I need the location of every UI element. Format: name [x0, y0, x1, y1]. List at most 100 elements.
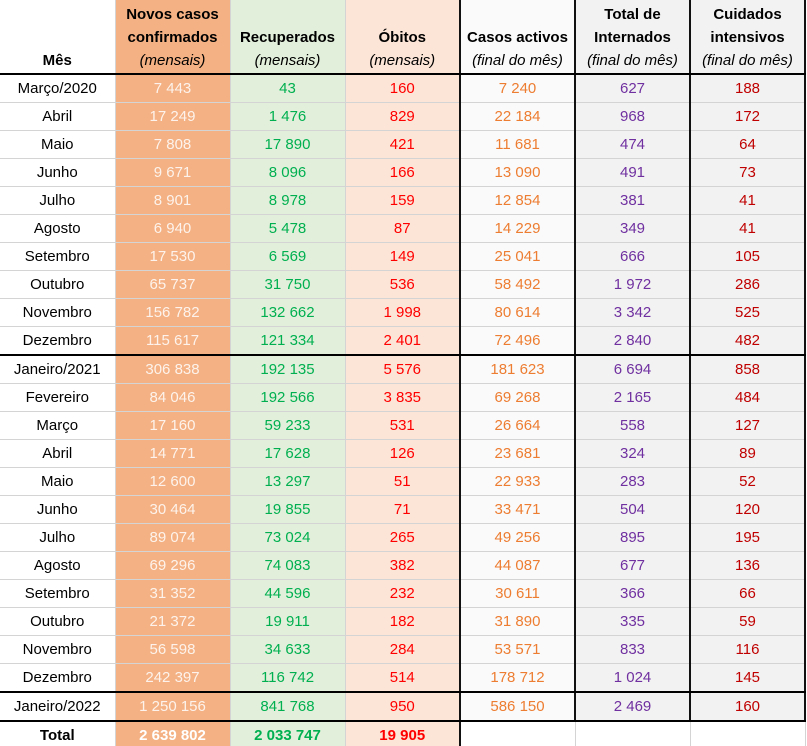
new-cases-cell[interactable]: 8 901 [115, 186, 231, 215]
hospitalized-cell[interactable]: 335 [575, 607, 691, 636]
month-cell[interactable]: Agosto [0, 214, 116, 243]
icu-cell[interactable]: 286 [690, 270, 806, 299]
month-cell[interactable]: Setembro [0, 242, 116, 271]
month-cell[interactable]: Dezembro [0, 663, 116, 693]
icu-cell[interactable]: 172 [690, 102, 806, 131]
total-recovered[interactable]: 2 033 747 [230, 721, 346, 746]
month-cell[interactable]: Agosto [0, 551, 116, 580]
hospitalized-cell[interactable]: 381 [575, 186, 691, 215]
header-month[interactable]: Mês [0, 0, 116, 75]
new-cases-cell[interactable]: 9 671 [115, 158, 231, 187]
icu-cell[interactable]: 105 [690, 242, 806, 271]
deaths-cell[interactable]: 5 576 [345, 355, 461, 384]
icu-cell[interactable]: 64 [690, 130, 806, 159]
icu-cell[interactable]: 52 [690, 467, 806, 496]
new-cases-cell[interactable]: 17 249 [115, 102, 231, 131]
total-new-cases[interactable]: 2 639 802 [115, 721, 231, 746]
deaths-cell[interactable]: 265 [345, 523, 461, 552]
new-cases-cell[interactable]: 17 160 [115, 411, 231, 440]
active-cases-cell[interactable]: 13 090 [460, 158, 576, 187]
month-cell[interactable]: Setembro [0, 579, 116, 608]
deaths-cell[interactable]: 950 [345, 692, 461, 722]
new-cases-cell[interactable]: 7 808 [115, 130, 231, 159]
empty-cell[interactable] [460, 721, 576, 746]
deaths-cell[interactable]: 159 [345, 186, 461, 215]
icu-cell[interactable]: 73 [690, 158, 806, 187]
month-cell[interactable]: Março/2020 [0, 74, 116, 103]
month-cell[interactable]: Fevereiro [0, 383, 116, 412]
new-cases-cell[interactable]: 17 530 [115, 242, 231, 271]
recovered-cell[interactable]: 132 662 [230, 298, 346, 327]
new-cases-cell[interactable]: 69 296 [115, 551, 231, 580]
deaths-cell[interactable]: 536 [345, 270, 461, 299]
deaths-cell[interactable]: 382 [345, 551, 461, 580]
new-cases-cell[interactable]: 1 250 156 [115, 692, 231, 722]
deaths-cell[interactable]: 182 [345, 607, 461, 636]
active-cases-cell[interactable]: 30 611 [460, 579, 576, 608]
active-cases-cell[interactable]: 14 229 [460, 214, 576, 243]
month-cell[interactable]: Dezembro [0, 326, 116, 356]
month-cell[interactable]: Novembro [0, 635, 116, 664]
active-cases-cell[interactable]: 12 854 [460, 186, 576, 215]
active-cases-cell[interactable]: 80 614 [460, 298, 576, 327]
deaths-cell[interactable]: 149 [345, 242, 461, 271]
month-cell[interactable]: Junho [0, 495, 116, 524]
deaths-cell[interactable]: 51 [345, 467, 461, 496]
hospitalized-cell[interactable]: 6 694 [575, 355, 691, 384]
active-cases-cell[interactable]: 25 041 [460, 242, 576, 271]
month-cell[interactable]: Novembro [0, 298, 116, 327]
hospitalized-cell[interactable]: 677 [575, 551, 691, 580]
header-recovered[interactable]: Recuperados (mensais) [230, 0, 346, 75]
active-cases-cell[interactable]: 22 933 [460, 467, 576, 496]
active-cases-cell[interactable]: 33 471 [460, 495, 576, 524]
recovered-cell[interactable]: 17 890 [230, 130, 346, 159]
deaths-cell[interactable]: 126 [345, 439, 461, 468]
new-cases-cell[interactable]: 65 737 [115, 270, 231, 299]
new-cases-cell[interactable]: 156 782 [115, 298, 231, 327]
hospitalized-cell[interactable]: 366 [575, 579, 691, 608]
header-new-cases[interactable]: Novos casos confirmados (mensais) [115, 0, 231, 75]
recovered-cell[interactable]: 8 096 [230, 158, 346, 187]
total-deaths[interactable]: 19 905 [345, 721, 461, 746]
active-cases-cell[interactable]: 31 890 [460, 607, 576, 636]
recovered-cell[interactable]: 841 768 [230, 692, 346, 722]
new-cases-cell[interactable]: 115 617 [115, 326, 231, 356]
new-cases-cell[interactable]: 12 600 [115, 467, 231, 496]
deaths-cell[interactable]: 1 998 [345, 298, 461, 327]
new-cases-cell[interactable]: 6 940 [115, 214, 231, 243]
new-cases-cell[interactable]: 7 443 [115, 74, 231, 103]
recovered-cell[interactable]: 31 750 [230, 270, 346, 299]
hospitalized-cell[interactable]: 504 [575, 495, 691, 524]
recovered-cell[interactable]: 121 334 [230, 326, 346, 356]
new-cases-cell[interactable]: 89 074 [115, 523, 231, 552]
deaths-cell[interactable]: 2 401 [345, 326, 461, 356]
active-cases-cell[interactable]: 23 681 [460, 439, 576, 468]
recovered-cell[interactable]: 6 569 [230, 242, 346, 271]
hospitalized-cell[interactable]: 1 972 [575, 270, 691, 299]
icu-cell[interactable]: 127 [690, 411, 806, 440]
active-cases-cell[interactable]: 11 681 [460, 130, 576, 159]
month-cell[interactable]: Junho [0, 158, 116, 187]
icu-cell[interactable]: 89 [690, 439, 806, 468]
active-cases-cell[interactable]: 26 664 [460, 411, 576, 440]
active-cases-cell[interactable]: 69 268 [460, 383, 576, 412]
recovered-cell[interactable]: 73 024 [230, 523, 346, 552]
icu-cell[interactable]: 484 [690, 383, 806, 412]
icu-cell[interactable]: 120 [690, 495, 806, 524]
icu-cell[interactable]: 41 [690, 186, 806, 215]
icu-cell[interactable]: 66 [690, 579, 806, 608]
month-cell[interactable]: Outubro [0, 270, 116, 299]
icu-cell[interactable]: 145 [690, 663, 806, 693]
hospitalized-cell[interactable]: 2 469 [575, 692, 691, 722]
icu-cell[interactable]: 116 [690, 635, 806, 664]
icu-cell[interactable]: 136 [690, 551, 806, 580]
hospitalized-cell[interactable]: 2 165 [575, 383, 691, 412]
deaths-cell[interactable]: 514 [345, 663, 461, 693]
active-cases-cell[interactable]: 7 240 [460, 74, 576, 103]
hospitalized-cell[interactable]: 491 [575, 158, 691, 187]
hospitalized-cell[interactable]: 968 [575, 102, 691, 131]
icu-cell[interactable]: 195 [690, 523, 806, 552]
recovered-cell[interactable]: 1 476 [230, 102, 346, 131]
icu-cell[interactable]: 482 [690, 326, 806, 356]
hospitalized-cell[interactable]: 558 [575, 411, 691, 440]
